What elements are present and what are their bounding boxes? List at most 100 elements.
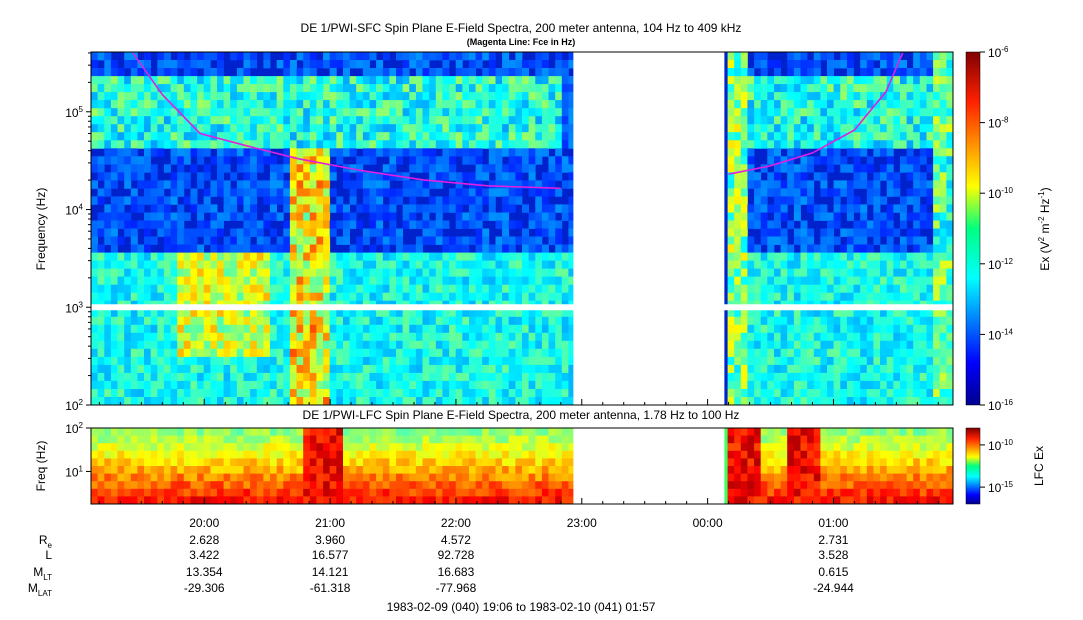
sfc-cell: [316, 372, 324, 382]
sfc-cell: [939, 188, 947, 197]
sfc-cell: [754, 316, 762, 326]
sfc-cell: [548, 212, 556, 221]
sfc-cell: [217, 156, 224, 165]
sfc-cell: [906, 124, 914, 133]
sfc-cell: [860, 92, 868, 101]
sfc-cell: [469, 364, 476, 374]
lfc-cell: [289, 435, 297, 444]
sfc-cell: [727, 372, 735, 382]
sfc-cell: [840, 348, 848, 358]
lfc-cell: [389, 435, 397, 444]
sfc-cell: [190, 348, 198, 358]
sfc-cell: [256, 92, 264, 101]
sfc-cell: [469, 332, 476, 342]
sfc-cell: [250, 156, 258, 165]
sfc-cell: [263, 244, 271, 253]
sfc-cell: [561, 108, 569, 117]
lfc-cell: [157, 450, 165, 459]
lfc-cell: [296, 458, 304, 467]
sfc-cell: [104, 260, 112, 269]
sfc-cell: [389, 84, 397, 93]
sfc-cell: [369, 244, 377, 253]
sfc-cell: [561, 348, 569, 358]
sfc-cell: [502, 148, 510, 157]
sfc-cell: [250, 389, 258, 398]
sfc-cell: [442, 220, 450, 229]
sfc-cell: [137, 68, 145, 77]
sfc-cell: [256, 84, 264, 93]
sfc-cell: [376, 324, 384, 334]
sfc-cell: [210, 372, 218, 382]
sfc-cell: [442, 316, 450, 326]
lfc-cell: [343, 473, 350, 482]
lfc-cell: [130, 481, 138, 490]
lfc-cell: [276, 488, 284, 497]
sfc-cell: [435, 156, 443, 165]
sfc-cell: [793, 316, 801, 326]
lfc-cell: [469, 435, 476, 444]
sfc-cell: [402, 124, 410, 133]
sfc-cell: [548, 292, 556, 302]
sfc-cell: [734, 108, 742, 117]
sfc-cell: [495, 148, 503, 157]
lfc-cell: [362, 496, 370, 504]
sfc-cell: [853, 180, 861, 189]
sfc-cell: [913, 156, 921, 165]
sfc-cell: [827, 260, 834, 269]
sfc-cell: [382, 260, 390, 269]
sfc-cell: [508, 196, 516, 205]
sfc-cell: [813, 204, 821, 213]
lfc-cell: [230, 458, 238, 467]
sfc-cell: [926, 397, 934, 405]
lfc-cell: [309, 466, 317, 474]
sfc-cell: [813, 156, 821, 165]
lfc-cell: [283, 481, 291, 490]
sfc-cell: [309, 84, 317, 93]
sfc-cell: [289, 252, 297, 261]
lfc-cell: [97, 435, 105, 444]
sfc-cell: [157, 356, 165, 366]
sfc-cell: [846, 332, 854, 342]
lfc-cell: [157, 443, 165, 452]
sfc-cell: [880, 196, 888, 205]
sfc-cell: [382, 148, 390, 157]
sfc-cell: [933, 76, 941, 85]
sfc-cell: [223, 140, 231, 149]
sfc-cell: [740, 348, 748, 358]
lfc-cell: [296, 450, 304, 459]
sfc-cell: [369, 389, 377, 398]
sfc-cell: [933, 60, 941, 69]
sfc-cell: [760, 68, 768, 77]
sfc-cell: [130, 316, 138, 326]
sfc-cell: [230, 292, 238, 302]
lfc-cell: [289, 458, 297, 467]
lfc-cell: [157, 458, 165, 467]
lfc-cell: [422, 450, 430, 459]
sfc-cell: [230, 140, 238, 149]
lfc-cell: [462, 481, 470, 490]
sfc-cell: [515, 140, 523, 149]
sfc-cell: [230, 260, 238, 269]
sfc-cell: [475, 228, 483, 237]
sfc-cell: [495, 68, 503, 77]
sfc-cell: [561, 212, 569, 221]
sfc-cell: [886, 380, 894, 390]
sfc-cell: [296, 180, 304, 189]
sfc-cell: [97, 68, 105, 77]
sfc-cell: [502, 332, 510, 342]
sfc-cell: [561, 156, 569, 165]
lfc-cell: [356, 443, 364, 452]
sfc-cell: [754, 268, 762, 277]
sfc-cell: [522, 324, 529, 334]
sfc-cell: [389, 196, 397, 205]
sfc-cell: [422, 236, 430, 245]
sfc-cell: [906, 228, 914, 237]
sfc-cell: [827, 332, 834, 342]
sfc-cell: [137, 164, 145, 173]
sfc-cell: [243, 52, 251, 61]
sfc-cell: [163, 252, 171, 261]
sfc-cell: [316, 292, 324, 302]
sfc-cell: [91, 372, 98, 382]
sfc-cell: [263, 100, 271, 109]
sfc-cell: [236, 212, 244, 221]
